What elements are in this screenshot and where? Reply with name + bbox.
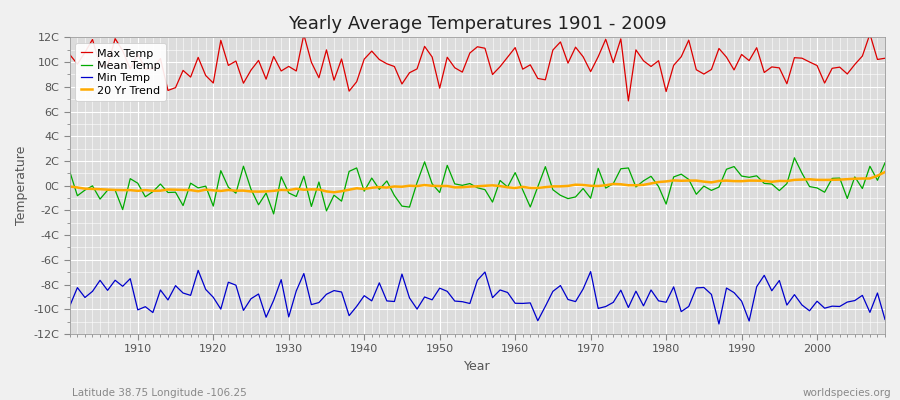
Min Temp [344, 313, 355, 318]
Max Temp [509, 45, 520, 50]
Max Temp [65, 52, 76, 57]
Y-axis label: Temperature: Temperature [15, 146, 28, 225]
Title: Yearly Average Temperatures 1901 - 2009: Yearly Average Temperatures 1901 - 2009 [288, 15, 667, 33]
Mean Temp [268, 212, 279, 216]
Mean Temp [125, 176, 136, 181]
Max Temp [502, 55, 513, 60]
Mean Temp [789, 155, 800, 160]
20 Yr Trend [518, 184, 528, 189]
20 Yr Trend [291, 186, 302, 191]
Mean Temp [879, 160, 890, 165]
Mean Temp [509, 170, 520, 175]
Min Temp [509, 301, 520, 306]
Mean Temp [608, 181, 618, 186]
Line: Mean Temp: Mean Temp [70, 158, 885, 214]
Max Temp [879, 56, 890, 61]
Mean Temp [344, 169, 355, 174]
Max Temp [600, 37, 611, 42]
Line: 20 Yr Trend: 20 Yr Trend [70, 172, 885, 192]
Mean Temp [65, 170, 76, 174]
Legend: Max Temp, Mean Temp, Min Temp, 20 Yr Trend: Max Temp, Mean Temp, Min Temp, 20 Yr Tre… [76, 43, 166, 101]
Line: Max Temp: Max Temp [70, 34, 885, 101]
Min Temp [714, 322, 724, 326]
20 Yr Trend [879, 170, 890, 174]
20 Yr Trend [509, 186, 520, 190]
Max Temp [623, 98, 634, 103]
Mean Temp [299, 174, 310, 179]
X-axis label: Year: Year [464, 360, 491, 373]
Min Temp [65, 303, 76, 308]
Line: Min Temp: Min Temp [70, 270, 885, 324]
Max Temp [865, 32, 876, 36]
Min Temp [125, 276, 136, 281]
Min Temp [879, 317, 890, 322]
20 Yr Trend [65, 184, 76, 189]
Max Temp [291, 68, 302, 73]
Min Temp [299, 271, 310, 276]
20 Yr Trend [328, 190, 339, 195]
Max Temp [337, 56, 347, 61]
Text: Latitude 38.75 Longitude -106.25: Latitude 38.75 Longitude -106.25 [72, 388, 247, 398]
20 Yr Trend [608, 182, 618, 186]
Min Temp [608, 300, 618, 305]
20 Yr Trend [344, 187, 355, 192]
Min Temp [193, 268, 203, 273]
Text: worldspecies.org: worldspecies.org [803, 388, 891, 398]
Mean Temp [518, 188, 528, 192]
Max Temp [125, 67, 136, 72]
Min Temp [518, 301, 528, 306]
20 Yr Trend [125, 188, 136, 192]
